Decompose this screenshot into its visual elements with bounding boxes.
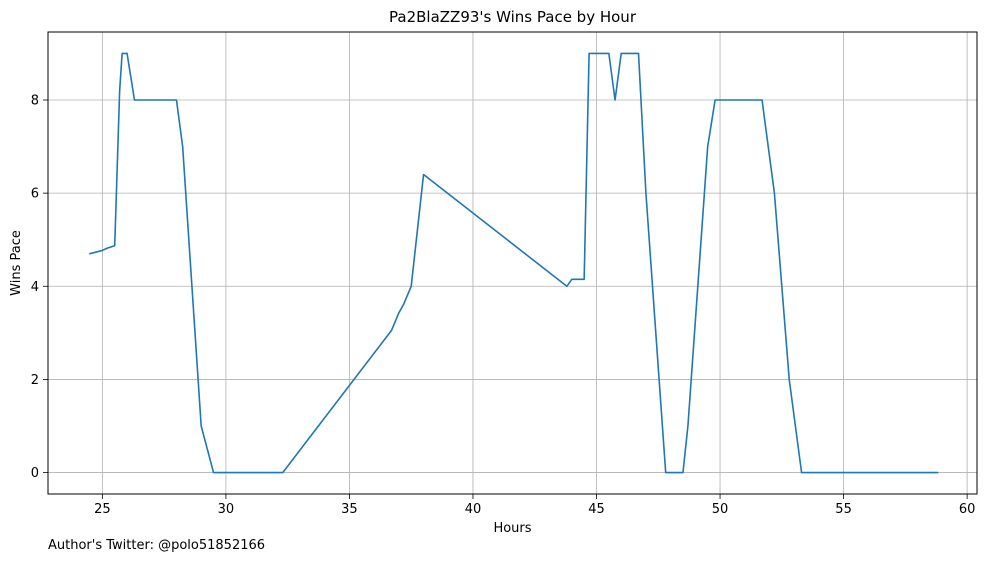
x-tick-label: 35: [341, 502, 358, 517]
x-tick-label: 40: [465, 502, 482, 517]
author-twitter-footnote: Author's Twitter: @polo51852166: [48, 538, 266, 553]
series-layer: [89, 52, 939, 474]
y-axis-label: Wins Pace: [9, 230, 24, 296]
y-tick-label: 6: [31, 187, 39, 202]
x-axis-label: Hours: [493, 521, 531, 536]
axis-ticks: 25 30 35 40 45 50 55 60 0 2 4 6 8: [31, 93, 976, 517]
plot-frame: [47, 31, 978, 495]
x-tick-label: 30: [218, 502, 235, 517]
grid-lines: [48, 32, 977, 494]
y-tick-label: 8: [31, 93, 39, 108]
y-tick-label: 0: [31, 466, 39, 481]
x-tick-label: 45: [588, 502, 605, 517]
x-tick-label: 25: [94, 502, 111, 517]
x-tick-label: 60: [959, 502, 976, 517]
chart-title: Pa2BlaZZ93's Wins Pace by Hour: [389, 8, 637, 26]
x-tick-label: 55: [835, 502, 852, 517]
y-tick-label: 4: [31, 280, 39, 295]
y-tick-label: 2: [31, 373, 39, 388]
x-tick-label: 50: [712, 502, 729, 517]
series-line: [89, 52, 939, 474]
